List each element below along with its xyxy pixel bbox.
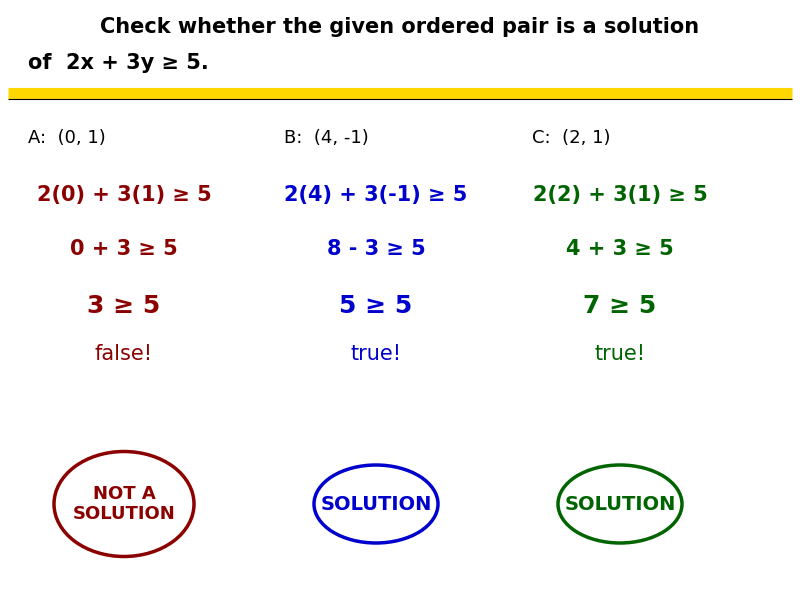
Text: 8 - 3 ≥ 5: 8 - 3 ≥ 5 [326,239,426,259]
Text: B:  (4, -1): B: (4, -1) [284,129,369,147]
Text: C:  (2, 1): C: (2, 1) [532,129,610,147]
Text: 2(0) + 3(1) ≥ 5: 2(0) + 3(1) ≥ 5 [37,185,211,205]
Text: SOLUTION: SOLUTION [564,494,676,514]
Text: true!: true! [350,344,402,364]
Text: A:  (0, 1): A: (0, 1) [28,129,106,147]
Text: 2x + 3y ≥ 5.: 2x + 3y ≥ 5. [66,53,209,73]
Text: 3 ≥ 5: 3 ≥ 5 [87,294,161,318]
Text: NOT A
SOLUTION: NOT A SOLUTION [73,485,175,523]
Text: 0 + 3 ≥ 5: 0 + 3 ≥ 5 [70,239,178,259]
Text: false!: false! [95,344,153,364]
Text: 2(4) + 3(-1) ≥ 5: 2(4) + 3(-1) ≥ 5 [284,185,468,205]
Text: 5 ≥ 5: 5 ≥ 5 [339,294,413,318]
Text: 2(2) + 3(1) ≥ 5: 2(2) + 3(1) ≥ 5 [533,185,707,205]
Text: 4 + 3 ≥ 5: 4 + 3 ≥ 5 [566,239,674,259]
Text: Check whether the given ordered pair is a solution: Check whether the given ordered pair is … [101,17,699,37]
Text: of: of [28,53,58,73]
Text: true!: true! [594,344,646,364]
Text: SOLUTION: SOLUTION [320,494,432,514]
Text: 7 ≥ 5: 7 ≥ 5 [583,294,657,318]
